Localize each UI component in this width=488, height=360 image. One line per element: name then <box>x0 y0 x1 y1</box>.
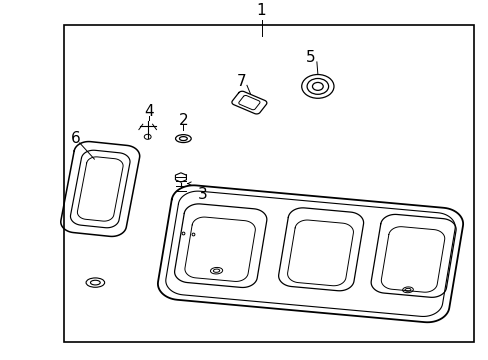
Text: 6: 6 <box>71 131 81 146</box>
Text: 7: 7 <box>237 73 246 89</box>
Text: 1: 1 <box>256 3 266 18</box>
Bar <box>63 25 473 342</box>
Text: 2: 2 <box>178 113 188 128</box>
Text: 5: 5 <box>305 50 315 65</box>
Text: 4: 4 <box>144 104 154 119</box>
Text: 3: 3 <box>198 187 207 202</box>
